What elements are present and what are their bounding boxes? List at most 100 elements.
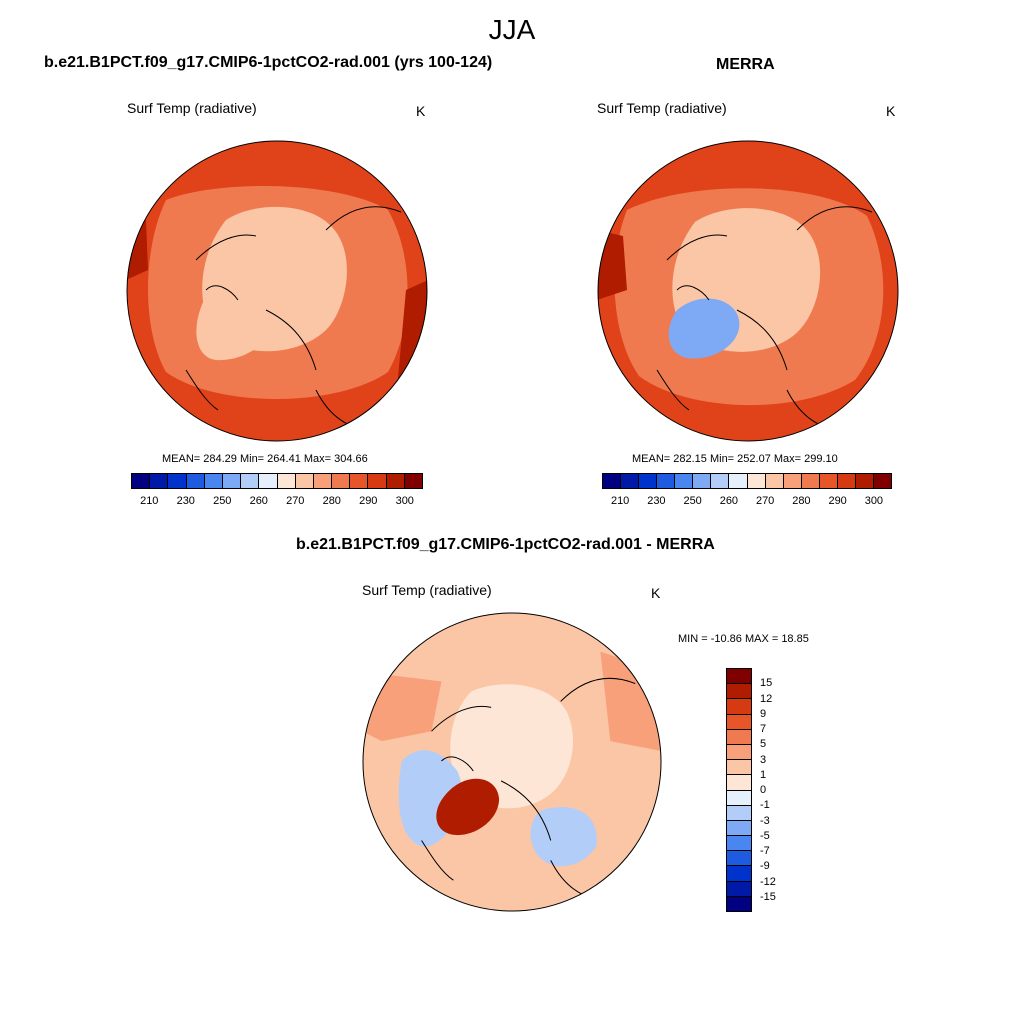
colorbar-swatch (727, 790, 751, 806)
colorbar-swatch (150, 474, 169, 488)
colorbar-tick-label: 5 (760, 738, 767, 751)
colorbar-tick-label: 300 (395, 495, 414, 507)
colorbar-tick-label: -12 (760, 875, 776, 888)
map-warm-west (598, 230, 627, 300)
colorbar-swatch (727, 669, 751, 685)
colorbar-tick-label: 210 (140, 495, 159, 507)
colorbar-swatch (801, 474, 820, 488)
panel2-stats: MEAN= 282.15 Min= 252.07 Max= 299.10 (632, 453, 838, 465)
colorbar-swatch (729, 474, 748, 488)
panel1-colorbar-ticks: 210 230 250 260 270 280 290 300 (131, 495, 423, 509)
panel3-colorbar (726, 668, 752, 912)
colorbar-swatch (639, 474, 658, 488)
colorbar-tick-label: 290 (359, 495, 378, 507)
colorbar-tick-label: 280 (322, 495, 341, 507)
colorbar-tick-label: 0 (760, 784, 767, 796)
panel2-polar-map (597, 140, 899, 442)
colorbar-swatch (350, 474, 369, 488)
panel1-polar-map (126, 140, 428, 442)
map-negative-east (530, 807, 597, 867)
colorbar-swatch (819, 474, 838, 488)
colorbar-swatch (313, 474, 333, 488)
colorbar-tick-label: -1 (760, 799, 770, 812)
colorbar-swatch (621, 474, 640, 488)
map-greenland (196, 295, 273, 361)
colorbar-swatch (675, 474, 694, 488)
colorbar-swatch (603, 474, 622, 488)
panel2-title: MERRA (716, 56, 775, 73)
panel3-subtitle: Surf Temp (radiative) (362, 582, 492, 598)
colorbar-tick-label: 290 (828, 495, 847, 507)
colorbar-tick-label: 270 (755, 495, 775, 507)
panel3-stats: MIN = -10.86 MAX = 18.85 (678, 633, 809, 645)
colorbar-tick-label: 260 (249, 495, 268, 507)
map-coastline (656, 206, 873, 431)
panel1-stats: MEAN= 284.29 Min= 264.41 Max= 304.66 (162, 453, 368, 465)
colorbar-tick-label: 280 (792, 495, 811, 507)
colorbar-tick-label: -7 (760, 845, 770, 857)
colorbar-swatch (222, 474, 242, 488)
colorbar-tick-label: -5 (760, 829, 770, 842)
colorbar-tick-label: 15 (760, 677, 773, 690)
colorbar-tick-label: 12 (760, 692, 773, 705)
season-title: JJA (488, 14, 536, 45)
map-greenland-cold (668, 298, 740, 359)
colorbar-swatch (727, 820, 751, 837)
colorbar-swatch (727, 851, 751, 867)
colorbar-swatch (168, 474, 187, 488)
colorbar-tick-label: 230 (176, 495, 195, 507)
colorbar-swatch (727, 684, 751, 700)
panel1-unit: K (416, 103, 426, 119)
panel2-colorbar (602, 473, 892, 489)
colorbar-tick-label: 230 (647, 495, 666, 507)
colorbar-swatch (259, 474, 278, 488)
colorbar-tick-label: -9 (760, 860, 770, 873)
colorbar-tick-label: 3 (760, 753, 767, 766)
colorbar-swatch (727, 881, 751, 897)
colorbar-swatch (186, 474, 205, 488)
colorbar-swatch (727, 699, 751, 715)
colorbar-swatch (693, 474, 712, 488)
colorbar-swatch (727, 744, 751, 761)
colorbar-tick-label: 270 (286, 495, 305, 507)
map-polar-light (450, 684, 573, 809)
panel1-title: b.e21.B1PCT.f09_g17.CMIP6-1pctCO2-rad.00… (44, 54, 493, 71)
panel3-title: b.e21.B1PCT.f09_g17.CMIP6-1pctCO2-rad.00… (296, 536, 715, 553)
colorbar-swatch (855, 474, 874, 488)
colorbar-swatch (241, 474, 260, 488)
colorbar-swatch (711, 474, 730, 488)
colorbar-tick-label: -15 (760, 890, 776, 903)
colorbar-tick-label: -3 (760, 814, 770, 827)
panel2-colorbar-ticks: 210 230 250 260 270 280 290 300 (602, 495, 892, 509)
panel3-colorbar-ticks: 15 12 9 7 5 3 1 0 -1 -3 -5 -7 -9 -12 -15 (760, 668, 800, 912)
colorbar-swatch (727, 836, 751, 852)
colorbar-swatch (765, 474, 784, 488)
colorbar-tick-label: 300 (864, 495, 884, 507)
colorbar-swatch (837, 474, 856, 488)
colorbar-swatch (747, 474, 766, 488)
colorbar-tick-label: 7 (760, 723, 767, 735)
panel1-subtitle: Surf Temp (radiative) (127, 100, 257, 116)
map-coastline (421, 677, 636, 901)
colorbar-swatch (727, 714, 751, 730)
colorbar-swatch (727, 896, 751, 911)
panel3-polar-map (362, 612, 662, 912)
colorbar-tick-label: 210 (610, 495, 630, 507)
colorbar-swatch (657, 474, 676, 488)
colorbar-tick-label: 260 (719, 495, 739, 507)
colorbar-swatch (132, 474, 151, 488)
colorbar-swatch (727, 775, 751, 791)
colorbar-swatch (332, 474, 351, 488)
colorbar-swatch (277, 474, 296, 488)
map-greenland-hot (436, 778, 500, 836)
panel2-subtitle: Surf Temp (radiative) (597, 100, 727, 116)
colorbar-tick-label: 1 (760, 768, 767, 781)
colorbar-swatch (204, 474, 223, 488)
colorbar-swatch (295, 474, 314, 488)
colorbar-swatch (727, 760, 751, 776)
colorbar-swatch (404, 474, 422, 488)
panel2-unit: K (886, 103, 896, 119)
map-coastline (185, 206, 402, 431)
panel1-colorbar (131, 473, 423, 489)
colorbar-tick-label: 250 (683, 495, 702, 507)
